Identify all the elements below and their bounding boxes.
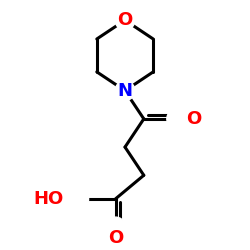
Text: O: O: [118, 11, 132, 29]
Circle shape: [167, 109, 186, 129]
Circle shape: [115, 81, 135, 100]
Circle shape: [58, 184, 88, 214]
Text: N: N: [118, 82, 132, 100]
Circle shape: [115, 10, 135, 30]
Text: O: O: [186, 110, 201, 128]
Text: O: O: [108, 229, 123, 247]
Circle shape: [106, 217, 126, 237]
Text: HO: HO: [34, 190, 64, 208]
